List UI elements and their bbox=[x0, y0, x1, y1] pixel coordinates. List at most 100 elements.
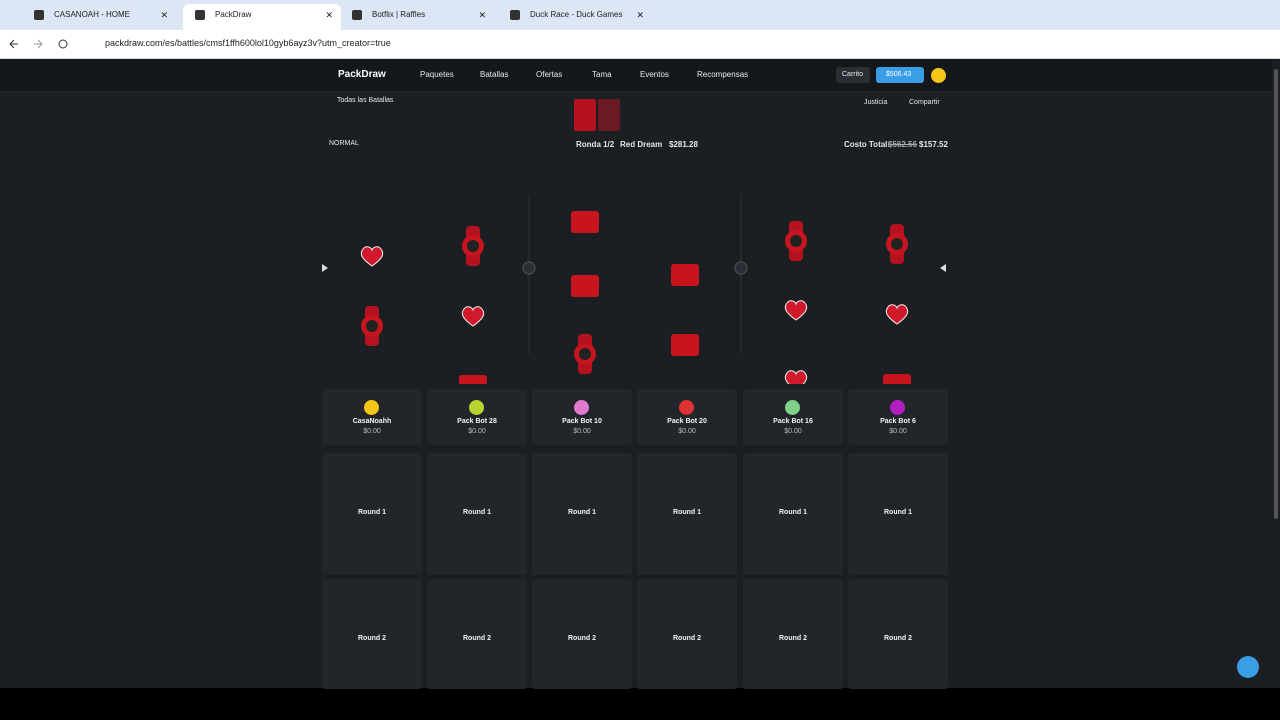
round-cell: Round 1 bbox=[743, 453, 843, 575]
player-amount: $0.00 bbox=[784, 428, 802, 435]
total-old: $562.56 bbox=[888, 140, 917, 149]
player-card: Pack Bot 16 $0.00 bbox=[743, 389, 843, 445]
cart-button[interactable]: Carrito bbox=[836, 67, 870, 83]
page: PackDraw Carrito $506.43 Paquetes Batalla… bbox=[0, 59, 1272, 689]
round-label: Round 1 bbox=[463, 509, 491, 516]
address-bar: packdraw.com/es/battles/cmsf1ffh600lol10… bbox=[0, 30, 1280, 59]
player-name: CasaNoahh bbox=[352, 418, 392, 425]
total: $157.52 bbox=[919, 140, 948, 149]
round-label: Round 2 bbox=[358, 635, 386, 642]
scroll-thumb[interactable] bbox=[1274, 69, 1278, 519]
item-watch bbox=[785, 221, 807, 261]
item-watch bbox=[574, 334, 596, 374]
tab[interactable]: CASANOAH - HOME ✕ bbox=[22, 4, 176, 30]
player-avatar bbox=[364, 400, 379, 415]
item-watch bbox=[886, 224, 908, 264]
tab-bar: CASANOAH - HOME ✕ PackDraw ✕ Botflix | Raffl… bbox=[0, 0, 1280, 30]
pack-image bbox=[598, 99, 620, 131]
player-card: Pack Bot 6 $0.00 bbox=[848, 389, 948, 445]
player-avatar bbox=[679, 400, 694, 415]
balance: $506.43 bbox=[886, 71, 912, 78]
logo[interactable]: PackDraw bbox=[338, 69, 386, 80]
player-avatar bbox=[785, 400, 800, 415]
round-cell: Round 1 bbox=[427, 453, 527, 575]
round-label: Round 1 bbox=[568, 509, 596, 516]
fairness-link[interactable]: Justicia bbox=[864, 99, 888, 106]
tab-title: Botflix | Raffles bbox=[372, 10, 426, 19]
item-heart bbox=[885, 304, 909, 325]
tab-close[interactable]: ✕ bbox=[636, 10, 644, 20]
player-name: Pack Bot 28 bbox=[457, 418, 497, 425]
site-nav: PackDraw Carrito $506.43 Paquetes Batalla… bbox=[0, 59, 1272, 92]
tab-icon bbox=[34, 10, 44, 20]
item-watch bbox=[361, 306, 383, 346]
chat-button[interactable] bbox=[1237, 656, 1259, 678]
item bbox=[671, 264, 699, 286]
item bbox=[459, 375, 487, 384]
nav-link[interactable]: Eventos bbox=[640, 70, 669, 79]
player-avatar bbox=[890, 400, 905, 415]
balance-button[interactable]: $506.43 bbox=[876, 67, 924, 83]
tab[interactable]: PackDraw ✕ bbox=[183, 4, 341, 30]
player-avatar bbox=[469, 400, 484, 415]
player-card: CasaNoahh $0.00 bbox=[322, 389, 422, 445]
nav-link[interactable]: Ofertas bbox=[536, 70, 563, 79]
round-cell: Round 2 bbox=[743, 579, 843, 689]
player-card: Pack Bot 20 $0.00 bbox=[637, 389, 737, 445]
round-label: Round 2 bbox=[463, 635, 491, 642]
player-amount: $0.00 bbox=[889, 428, 907, 435]
share-link[interactable]: Compartir bbox=[909, 99, 940, 106]
mode: NORMAL bbox=[329, 140, 359, 147]
round-label: Round 2 bbox=[884, 635, 912, 642]
round-cell: Round 2 bbox=[637, 579, 737, 689]
item bbox=[571, 275, 599, 297]
round-cell: Round 1 bbox=[848, 453, 948, 575]
pack-price: $281.28 bbox=[669, 140, 698, 149]
slot-reels bbox=[322, 194, 946, 384]
player-name: Pack Bot 16 bbox=[773, 418, 813, 425]
tab[interactable]: Botflix | Raffles ✕ bbox=[340, 4, 494, 30]
player-name: Pack Bot 10 bbox=[562, 418, 602, 425]
nav-link[interactable]: Recompensas bbox=[697, 70, 749, 79]
nav-buttons[interactable] bbox=[8, 36, 78, 52]
round-indicator: Ronda 1/2 bbox=[576, 140, 615, 149]
round-label: Round 1 bbox=[779, 509, 807, 516]
player-card: Pack Bot 10 $0.00 bbox=[532, 389, 632, 445]
player-name: Pack Bot 20 bbox=[667, 418, 707, 425]
item-heart bbox=[360, 246, 384, 267]
item bbox=[883, 374, 911, 384]
tab-close[interactable]: ✕ bbox=[325, 10, 333, 20]
round-cell: Round 1 bbox=[532, 453, 632, 575]
item-heart bbox=[784, 300, 808, 321]
tab-close[interactable]: ✕ bbox=[478, 10, 486, 20]
back-link[interactable]: Todas las Batallas bbox=[337, 97, 394, 104]
scrollbar bbox=[1272, 59, 1280, 688]
player-card: Pack Bot 28 $0.00 bbox=[427, 389, 527, 445]
nav-link[interactable]: Tama bbox=[592, 70, 612, 79]
player-avatar bbox=[574, 400, 589, 415]
round-cell: Round 2 bbox=[532, 579, 632, 689]
round-label: Round 1 bbox=[884, 509, 912, 516]
round-label: Round 2 bbox=[568, 635, 596, 642]
round-cell: Round 1 bbox=[322, 453, 422, 575]
tab[interactable]: Duck Race - Duck Games ✕ bbox=[498, 4, 652, 30]
url[interactable]: packdraw.com/es/battles/cmsf1ffh600lol10… bbox=[105, 38, 391, 48]
round-label: Round 1 bbox=[358, 509, 386, 516]
tab-title: CASANOAH - HOME bbox=[54, 10, 131, 19]
round-label: Round 2 bbox=[673, 635, 701, 642]
avatar[interactable] bbox=[931, 68, 946, 83]
round-cell: Round 1 bbox=[637, 453, 737, 575]
nav-link[interactable]: Batallas bbox=[480, 70, 509, 79]
pack-name: Red Dream bbox=[620, 140, 663, 149]
cart: Carrito bbox=[842, 71, 864, 78]
round-cell: Round 2 bbox=[848, 579, 948, 689]
round-label: Round 2 bbox=[779, 635, 807, 642]
player-amount: $0.00 bbox=[573, 428, 591, 435]
nav-link[interactable]: Paquetes bbox=[420, 70, 454, 79]
tab-close[interactable]: ✕ bbox=[160, 10, 168, 20]
round-label: Round 1 bbox=[673, 509, 701, 516]
player-amount: $0.00 bbox=[678, 428, 696, 435]
tab-icon bbox=[195, 10, 205, 20]
item-heart bbox=[784, 370, 808, 384]
